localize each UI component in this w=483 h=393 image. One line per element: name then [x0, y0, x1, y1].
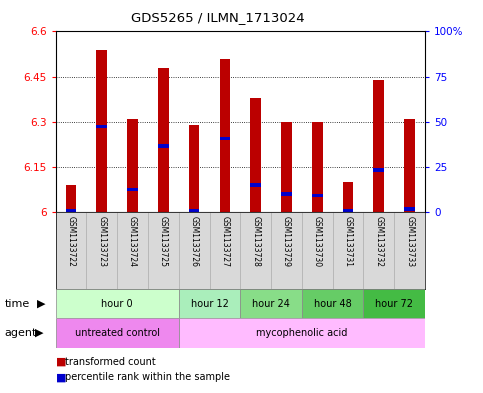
- Bar: [56, 318, 179, 348]
- Bar: [179, 212, 210, 289]
- Text: hour 0: hour 0: [101, 299, 133, 309]
- Text: ▶: ▶: [35, 328, 44, 338]
- Text: GSM1133727: GSM1133727: [220, 216, 229, 267]
- Bar: [179, 318, 425, 348]
- Text: GSM1133731: GSM1133731: [343, 216, 353, 267]
- Bar: [364, 212, 394, 289]
- Bar: [240, 212, 271, 289]
- Bar: [281, 192, 292, 196]
- Bar: [127, 188, 138, 191]
- Text: ■: ■: [56, 372, 66, 382]
- Text: GSM1133724: GSM1133724: [128, 216, 137, 267]
- Bar: [281, 122, 292, 212]
- Bar: [210, 212, 240, 289]
- Text: GSM1133723: GSM1133723: [97, 216, 106, 267]
- Bar: [342, 182, 354, 212]
- Bar: [66, 185, 76, 212]
- Bar: [158, 68, 169, 212]
- Text: ■: ■: [56, 356, 66, 367]
- Text: GSM1133732: GSM1133732: [374, 216, 384, 267]
- Bar: [250, 98, 261, 212]
- Text: hour 24: hour 24: [252, 299, 290, 309]
- Bar: [219, 137, 230, 140]
- Text: time: time: [5, 299, 30, 309]
- Text: GSM1133729: GSM1133729: [282, 216, 291, 267]
- Bar: [56, 212, 86, 289]
- Bar: [148, 212, 179, 289]
- Bar: [333, 212, 364, 289]
- Bar: [404, 119, 415, 212]
- Text: GSM1133726: GSM1133726: [190, 216, 199, 267]
- Bar: [66, 209, 76, 213]
- Bar: [312, 194, 323, 197]
- Text: mycophenolic acid: mycophenolic acid: [256, 328, 348, 338]
- Bar: [127, 119, 138, 212]
- Text: agent: agent: [5, 328, 37, 338]
- Text: GDS5265 / ILMN_1713024: GDS5265 / ILMN_1713024: [130, 11, 304, 24]
- Bar: [271, 212, 302, 289]
- Bar: [179, 289, 240, 318]
- Bar: [394, 212, 425, 289]
- Text: GSM1133733: GSM1133733: [405, 216, 414, 267]
- Bar: [86, 212, 117, 289]
- Bar: [373, 80, 384, 212]
- Bar: [241, 289, 302, 318]
- Text: ▶: ▶: [37, 299, 45, 309]
- Bar: [189, 209, 199, 213]
- Bar: [404, 208, 415, 211]
- Text: percentile rank within the sample: percentile rank within the sample: [65, 372, 230, 382]
- Bar: [56, 289, 179, 318]
- Text: untreated control: untreated control: [75, 328, 159, 338]
- Text: hour 12: hour 12: [191, 299, 228, 309]
- Bar: [373, 168, 384, 172]
- Text: GSM1133730: GSM1133730: [313, 216, 322, 267]
- Bar: [312, 122, 323, 212]
- Bar: [117, 212, 148, 289]
- Bar: [250, 183, 261, 187]
- Text: GSM1133725: GSM1133725: [159, 216, 168, 267]
- Bar: [302, 212, 333, 289]
- Bar: [158, 144, 169, 148]
- Text: transformed count: transformed count: [65, 356, 156, 367]
- Text: hour 72: hour 72: [375, 299, 413, 309]
- Bar: [364, 289, 425, 318]
- Bar: [219, 59, 230, 212]
- Text: GSM1133722: GSM1133722: [67, 216, 75, 267]
- Bar: [302, 289, 364, 318]
- Text: hour 48: hour 48: [314, 299, 352, 309]
- Bar: [96, 125, 107, 128]
- Bar: [189, 125, 199, 212]
- Bar: [342, 209, 354, 213]
- Bar: [96, 50, 107, 212]
- Text: GSM1133728: GSM1133728: [251, 216, 260, 267]
